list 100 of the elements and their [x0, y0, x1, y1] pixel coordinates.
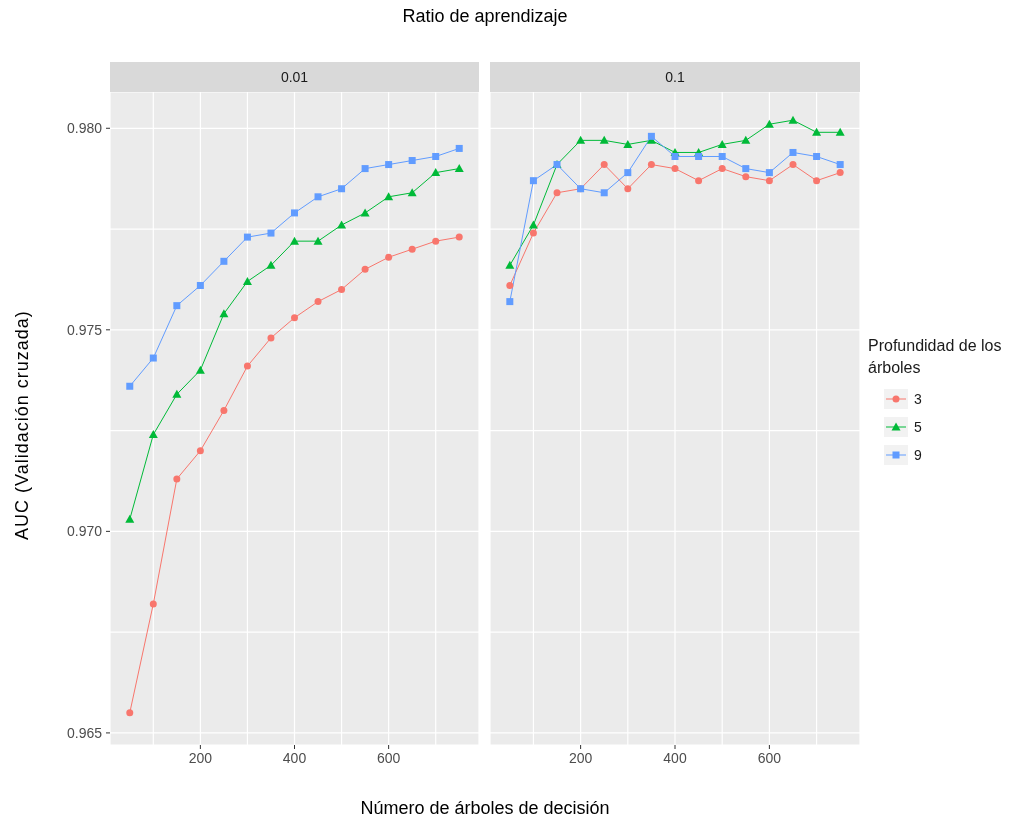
point — [385, 253, 393, 261]
point — [125, 514, 135, 523]
point — [717, 139, 727, 148]
point — [506, 281, 514, 289]
x-tick-label: 400 — [282, 750, 307, 766]
point — [267, 334, 275, 342]
point — [765, 169, 773, 177]
point — [149, 600, 157, 608]
point — [291, 209, 298, 217]
point — [196, 447, 204, 455]
point — [242, 276, 252, 285]
point — [314, 193, 322, 201]
point — [219, 309, 229, 318]
point — [600, 161, 608, 169]
point — [765, 177, 773, 185]
y-tick-label: 0.970 — [66, 523, 103, 540]
point — [528, 220, 538, 229]
point — [741, 135, 751, 144]
x-tick-label: 600 — [757, 750, 782, 766]
x-tick-label: 400 — [663, 750, 687, 766]
point — [529, 229, 537, 237]
point — [789, 161, 797, 169]
point — [789, 148, 797, 156]
point — [506, 298, 514, 306]
point — [172, 389, 182, 398]
point — [454, 164, 464, 173]
point — [623, 139, 633, 148]
point — [361, 165, 369, 173]
point — [314, 298, 322, 306]
point — [337, 220, 347, 229]
y-tick-label: 0.965 — [66, 724, 103, 741]
point — [173, 302, 181, 310]
point — [220, 257, 228, 265]
point — [408, 245, 416, 253]
point — [407, 188, 417, 197]
point — [384, 192, 394, 201]
point — [291, 314, 298, 322]
point — [432, 152, 440, 160]
point — [196, 281, 204, 289]
point — [742, 165, 750, 173]
legend-label: 5 — [914, 419, 922, 435]
point — [313, 236, 323, 245]
x-axis-title: Número de árboles de decisión — [359, 798, 611, 819]
point — [243, 362, 251, 370]
chart-subtitle: 0.1 — [490, 62, 860, 92]
point — [812, 127, 822, 136]
point — [600, 189, 608, 197]
point — [243, 233, 251, 241]
point — [836, 169, 844, 177]
point — [432, 237, 440, 245]
point — [718, 152, 726, 160]
point — [813, 152, 821, 160]
point — [764, 119, 774, 128]
point — [529, 177, 537, 185]
point — [836, 161, 844, 169]
point — [455, 144, 463, 152]
point — [338, 185, 346, 193]
point — [835, 127, 845, 136]
point — [695, 152, 703, 160]
point — [360, 208, 370, 217]
point — [671, 165, 679, 173]
point — [338, 286, 346, 294]
point — [126, 709, 134, 717]
legend-label: 3 — [914, 391, 922, 407]
point — [408, 157, 416, 165]
point — [385, 161, 393, 169]
point — [148, 430, 158, 439]
point — [267, 229, 275, 237]
legend-label: 9 — [914, 447, 922, 463]
point — [126, 382, 134, 390]
point — [149, 354, 157, 362]
chart-title: Ratio de aprendizaje — [401, 6, 569, 27]
point — [220, 406, 228, 414]
point — [647, 161, 655, 169]
point — [671, 152, 679, 160]
point — [624, 185, 632, 193]
y-axis-title: AUC (Validación cruzada) — [11, 310, 33, 540]
point — [624, 169, 632, 177]
legend-title: Profundidad de los árboles — [868, 336, 1003, 378]
point — [813, 177, 821, 185]
point — [647, 132, 655, 140]
point — [361, 265, 369, 273]
point — [455, 233, 463, 241]
point — [505, 260, 515, 269]
point — [599, 135, 609, 144]
point — [431, 168, 441, 177]
x-tick-label: 600 — [376, 750, 401, 766]
point — [553, 189, 561, 197]
point — [742, 173, 750, 181]
x-tick-label: 200 — [188, 750, 213, 766]
x-tick-label: 200 — [568, 750, 593, 766]
point — [788, 115, 798, 124]
point — [695, 177, 703, 185]
y-tick-label: 0.980 — [66, 120, 103, 137]
point — [290, 236, 299, 245]
y-tick-label: 0.975 — [66, 321, 103, 338]
point — [576, 135, 586, 144]
point — [173, 475, 181, 483]
chart-subtitle: 0.01 — [110, 62, 479, 92]
point — [195, 365, 205, 374]
